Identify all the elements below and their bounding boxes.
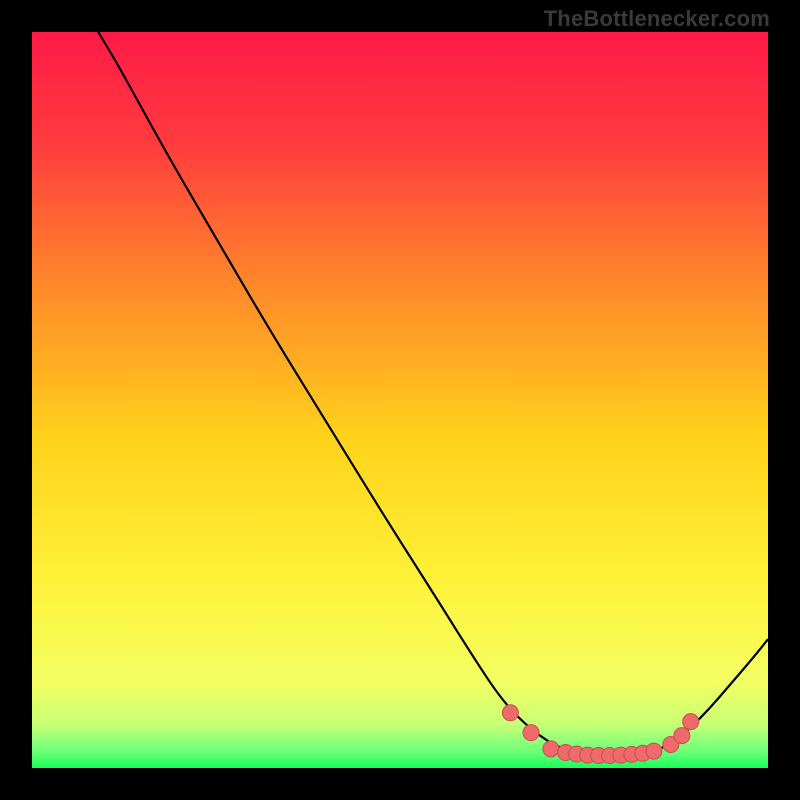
curve-marker [502, 705, 518, 721]
plot-area [32, 32, 768, 768]
curve-marker [674, 728, 690, 744]
marker-group [502, 705, 698, 764]
curve-layer [32, 32, 768, 768]
bottleneck-curve [98, 32, 768, 757]
curve-marker [543, 741, 559, 757]
chart-container: TheBottlenecker.com [0, 0, 800, 800]
watermark-text: TheBottlenecker.com [544, 6, 770, 32]
curve-marker [523, 725, 539, 741]
curve-marker [683, 714, 699, 730]
curve-marker [646, 743, 662, 759]
